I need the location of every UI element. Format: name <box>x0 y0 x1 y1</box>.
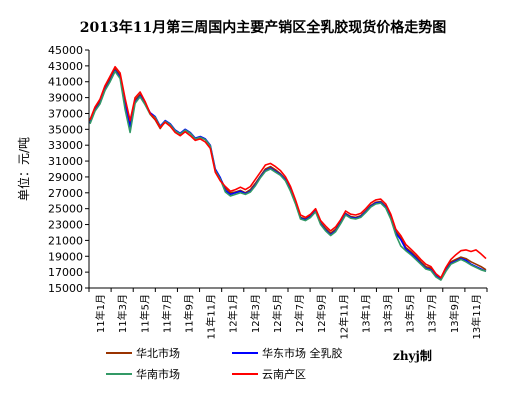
watermark-label: zhyj制 <box>393 348 432 363</box>
chart-title: 2013年11月第三周国内主要产销区全乳胶现货价格走势图 <box>80 19 446 36</box>
legend-label: 华东市场 全乳胶 <box>262 346 343 360</box>
legend-label: 华南市场 <box>136 367 180 381</box>
x-tick-label: 13年11月 <box>470 294 483 339</box>
legend-label: 云南产区 <box>262 367 306 381</box>
series-line <box>89 65 487 279</box>
y-tick-label: 43000 <box>48 60 83 73</box>
y-tick-label: 23000 <box>48 219 83 232</box>
series-line <box>89 68 487 280</box>
x-tick-label: 11年7月 <box>160 294 173 333</box>
y-tick-label: 15000 <box>48 282 83 295</box>
y-tick-label: 21000 <box>48 234 83 247</box>
x-tick-label: 12年1月 <box>227 294 240 333</box>
y-tick-label: 37000 <box>48 107 83 120</box>
x-tick-label: 11年1月 <box>94 294 107 333</box>
x-tick-label: 12年11月 <box>337 294 350 339</box>
x-tick-label: 12年5月 <box>271 294 284 333</box>
x-tick-label: 13年5月 <box>404 294 417 333</box>
y-tick-label: 33000 <box>48 139 83 152</box>
y-tick-label: 31000 <box>48 155 83 168</box>
series-line <box>89 69 487 281</box>
x-tick-label: 12年3月 <box>249 294 262 333</box>
x-tick-label: 12年9月 <box>315 294 328 333</box>
y-tick-label: 45000 <box>48 44 83 57</box>
y-tick-label: 39000 <box>48 92 83 105</box>
series-line <box>89 70 487 281</box>
plot-area: 15000 17000 19000 21000 23000 25000 27000 29000… <box>48 44 488 339</box>
x-tick-label: 13年3月 <box>382 294 395 333</box>
x-tick-label: 13年1月 <box>359 294 372 333</box>
legend-label: 华北市场 <box>136 346 180 360</box>
x-tick-label: 11年11月 <box>205 294 218 339</box>
y-tick-label: 29000 <box>48 171 83 184</box>
y-tick-label: 19000 <box>48 250 83 263</box>
y-axis-label: 单位：元/吨 <box>16 137 31 201</box>
x-tick-label: 11年5月 <box>138 294 151 333</box>
x-tick-label: 12年7月 <box>293 294 306 333</box>
x-tick-label: 11年3月 <box>116 294 129 333</box>
y-tick-label: 35000 <box>48 123 83 136</box>
x-tick-label: 13年7月 <box>426 294 439 333</box>
y-tick-label: 27000 <box>48 187 83 200</box>
x-tick-label: 11年9月 <box>183 294 196 333</box>
x-tick-label: 13年9月 <box>448 294 461 333</box>
y-tick-label: 25000 <box>48 203 83 216</box>
y-tick-label: 17000 <box>48 266 83 279</box>
y-tick-label: 41000 <box>48 76 83 89</box>
